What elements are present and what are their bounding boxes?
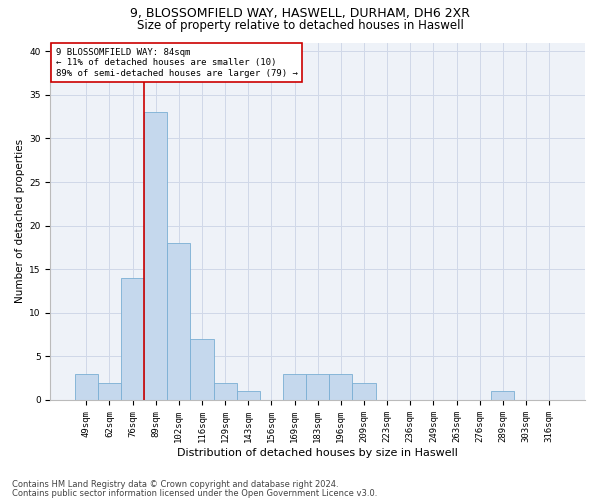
Bar xyxy=(121,278,144,400)
Text: Size of property relative to detached houses in Haswell: Size of property relative to detached ho… xyxy=(137,19,463,32)
Bar xyxy=(74,374,98,400)
Bar xyxy=(283,374,306,400)
Bar xyxy=(214,382,236,400)
Text: Contains HM Land Registry data © Crown copyright and database right 2024.: Contains HM Land Registry data © Crown c… xyxy=(12,480,338,489)
Bar xyxy=(352,382,376,400)
Text: 9, BLOSSOMFIELD WAY, HASWELL, DURHAM, DH6 2XR: 9, BLOSSOMFIELD WAY, HASWELL, DURHAM, DH… xyxy=(130,8,470,20)
Bar xyxy=(329,374,352,400)
Text: Contains public sector information licensed under the Open Government Licence v3: Contains public sector information licen… xyxy=(12,488,377,498)
Bar xyxy=(98,382,121,400)
Bar xyxy=(167,243,190,400)
Text: 9 BLOSSOMFIELD WAY: 84sqm
← 11% of detached houses are smaller (10)
89% of semi-: 9 BLOSSOMFIELD WAY: 84sqm ← 11% of detac… xyxy=(56,48,298,78)
Bar xyxy=(306,374,329,400)
Bar xyxy=(491,392,514,400)
Y-axis label: Number of detached properties: Number of detached properties xyxy=(15,139,25,304)
Bar xyxy=(144,112,167,400)
Bar xyxy=(236,392,260,400)
Bar xyxy=(190,339,214,400)
X-axis label: Distribution of detached houses by size in Haswell: Distribution of detached houses by size … xyxy=(177,448,458,458)
